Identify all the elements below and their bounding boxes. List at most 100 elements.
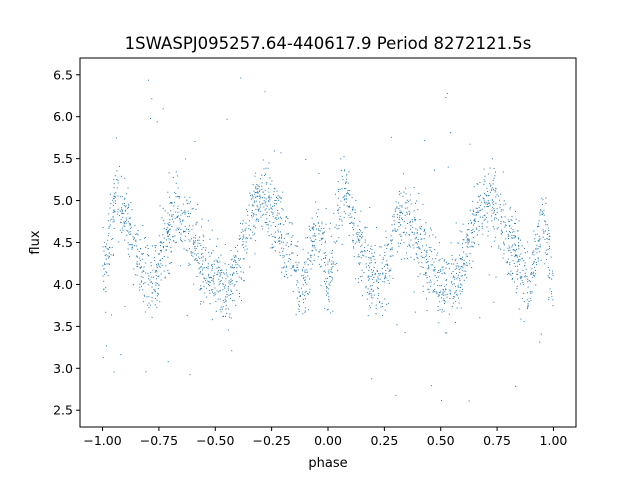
data-point [536, 248, 538, 250]
data-point [167, 235, 169, 237]
data-point [465, 242, 467, 244]
data-point [274, 240, 276, 242]
data-point [104, 263, 106, 265]
data-point [189, 196, 191, 198]
data-point [397, 213, 399, 215]
data-point [516, 285, 518, 287]
data-point [168, 230, 170, 232]
data-point [219, 261, 221, 263]
data-point [493, 201, 495, 203]
data-point [219, 298, 221, 300]
data-point [215, 310, 217, 312]
data-point [344, 194, 346, 196]
data-point [396, 251, 398, 253]
data-point [301, 291, 303, 293]
data-point [345, 187, 347, 189]
data-point [261, 203, 263, 205]
data-point [160, 241, 162, 243]
data-point [230, 280, 232, 282]
data-point [169, 224, 171, 226]
data-point [128, 244, 130, 246]
data-point [334, 263, 336, 265]
x-tick-label: −0.50 [196, 433, 234, 448]
data-point [230, 250, 232, 252]
data-point [492, 187, 494, 189]
data-point [365, 266, 367, 268]
data-point [279, 223, 281, 225]
data-point [405, 234, 407, 236]
data-point [242, 219, 244, 221]
data-point [375, 304, 377, 306]
data-point [332, 250, 334, 252]
data-point [232, 266, 234, 268]
data-point [142, 258, 144, 260]
data-point [160, 263, 162, 265]
data-point [507, 247, 509, 249]
data-point [119, 196, 121, 198]
data-point [186, 314, 188, 316]
data-point [147, 272, 149, 274]
data-point [477, 183, 479, 185]
data-point [253, 225, 255, 227]
data-point [473, 230, 475, 232]
data-point [230, 266, 232, 268]
data-point [348, 171, 350, 173]
data-point [321, 238, 323, 240]
data-point [454, 296, 456, 298]
data-point [213, 283, 215, 285]
data-point [139, 257, 141, 259]
data-point [264, 189, 266, 191]
data-point [191, 238, 193, 240]
data-point [449, 298, 451, 299]
data-point [422, 267, 424, 269]
data-point [341, 188, 343, 190]
data-point [201, 257, 203, 259]
data-point [248, 234, 250, 236]
data-point [386, 244, 388, 246]
data-point [295, 271, 297, 273]
data-point [295, 261, 297, 263]
data-point [443, 289, 445, 291]
data-point [372, 278, 374, 280]
data-point [209, 276, 211, 278]
data-point [273, 187, 275, 189]
data-point [451, 254, 453, 256]
data-point [207, 220, 209, 222]
data-point [111, 218, 113, 220]
data-point [535, 261, 537, 263]
data-point [486, 206, 488, 208]
data-point [345, 181, 347, 183]
data-point [110, 314, 112, 316]
data-point [338, 190, 340, 192]
data-point [230, 291, 232, 293]
data-point [211, 289, 213, 291]
data-point [369, 248, 371, 250]
data-point [398, 245, 400, 247]
data-point [259, 189, 261, 191]
data-point [423, 274, 425, 276]
data-point [325, 255, 327, 257]
data-point [474, 219, 476, 221]
data-point [209, 303, 211, 305]
data-point [201, 248, 203, 250]
data-point [272, 213, 274, 215]
data-point [430, 246, 432, 248]
data-point [508, 225, 510, 227]
data-point [539, 251, 541, 253]
data-point [548, 235, 550, 237]
data-point [427, 268, 429, 270]
data-point [155, 264, 157, 266]
data-point [534, 275, 536, 277]
data-point [114, 196, 116, 198]
data-point [126, 229, 128, 231]
data-point [425, 244, 427, 246]
data-point [409, 194, 411, 196]
data-point [178, 196, 180, 198]
data-point [169, 263, 171, 265]
x-tick-label: −1.00 [83, 433, 121, 448]
data-point [386, 303, 388, 305]
data-point [426, 249, 428, 251]
data-point [189, 263, 191, 265]
data-point [313, 259, 315, 261]
data-point [205, 247, 207, 249]
